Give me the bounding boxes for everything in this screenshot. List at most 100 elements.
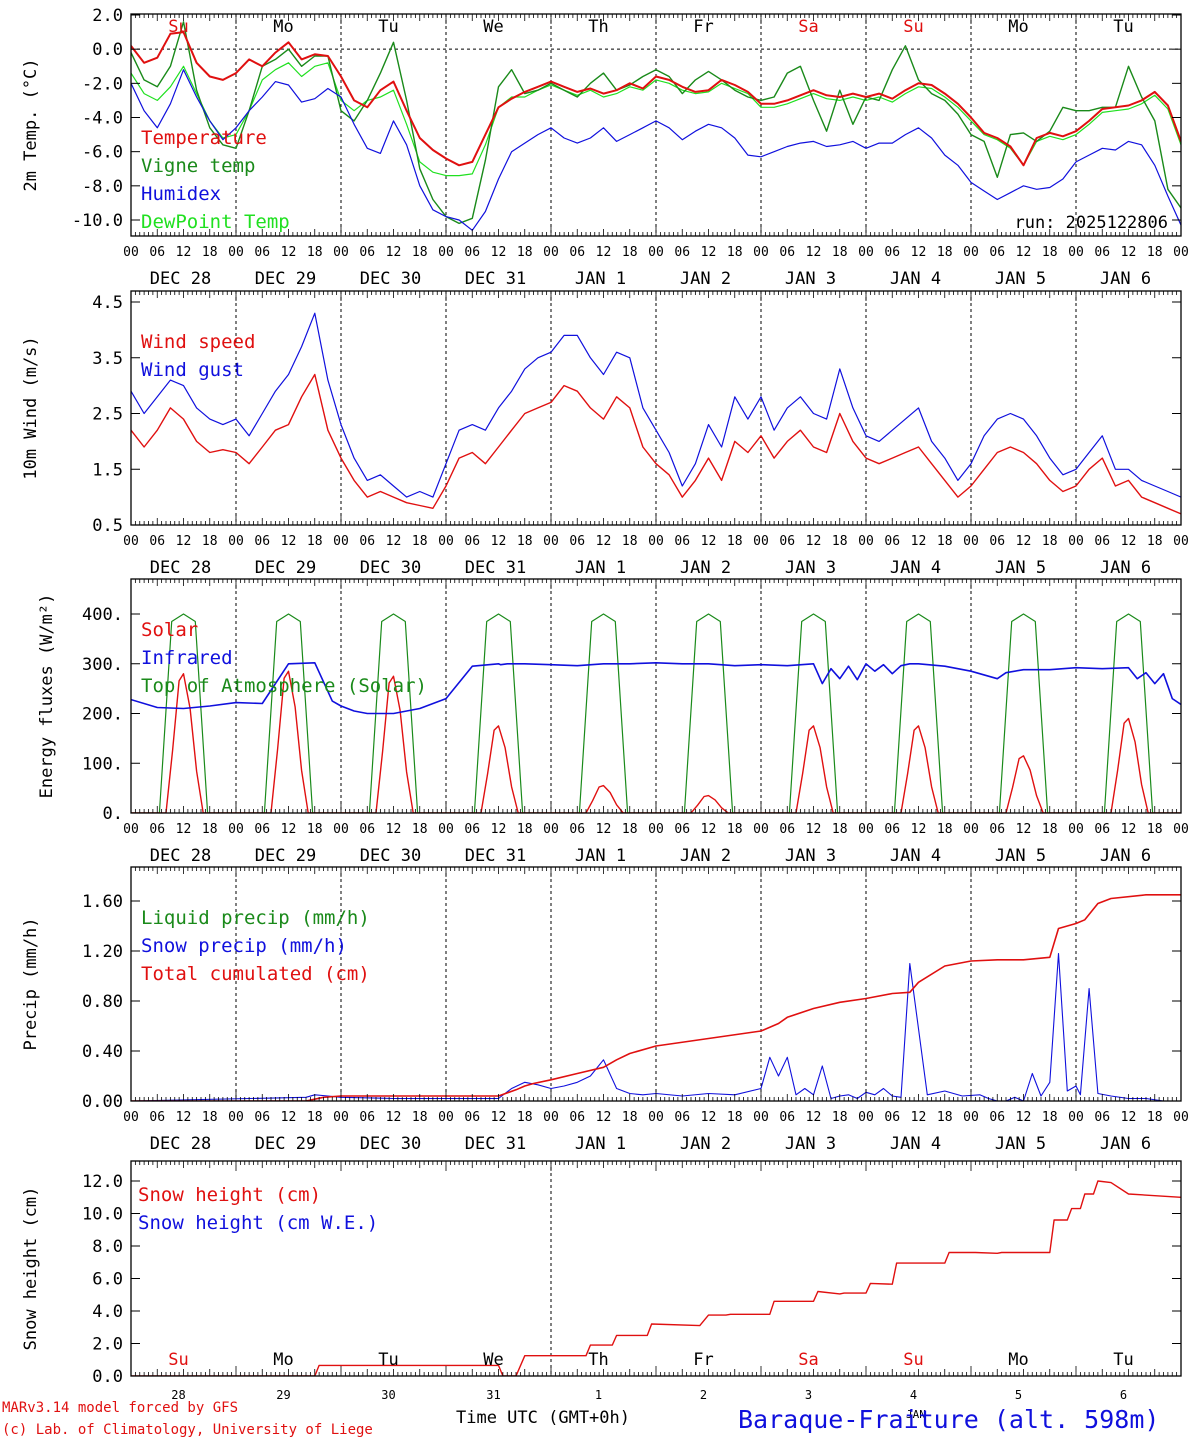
legend-entry: Top of Atmosphere (Solar): [141, 675, 427, 697]
x-day-label: DEC 31: [465, 269, 526, 289]
x-hour-label: 06: [254, 822, 270, 837]
x-hour-label: 12: [176, 1110, 192, 1125]
x-hour-label: 18: [622, 245, 638, 260]
x-hour-label: 00: [228, 245, 244, 260]
legend-entry: Wind speed: [141, 331, 255, 353]
x-hour-label: 12: [386, 822, 402, 837]
legend-entry: Wind gust: [141, 359, 244, 381]
x-hour-label: 18: [307, 245, 323, 260]
y-tick-label: 0.5: [92, 516, 123, 536]
x-hour-label: 00: [858, 822, 874, 837]
y-tick-label: 0.0: [92, 40, 123, 60]
x-hour-label: 00: [963, 245, 979, 260]
infrared-series: [131, 662, 1181, 715]
x-hour-label: 12: [911, 1110, 927, 1125]
y-tick-label: 0.80: [82, 992, 123, 1012]
x-day-label: DEC 28: [150, 846, 211, 866]
weekday-label: Tu: [1113, 1350, 1133, 1370]
x-hour-label: 12: [596, 245, 612, 260]
x-hour-label: 06: [149, 1110, 165, 1125]
x-hour-label: 18: [202, 1110, 218, 1125]
x-hour-label: 00: [228, 534, 244, 549]
y-axis-label: Precip (mm/h): [21, 917, 41, 1050]
axes-layer: [130, 13, 1182, 1377]
x-hour-label: 12: [176, 534, 192, 549]
y-tick-label: 1.5: [92, 460, 123, 480]
y-tick-label: 200.: [82, 705, 123, 725]
y-tick-label: -6.0: [82, 143, 123, 163]
x-hour-label: 12: [281, 245, 297, 260]
x-hour-label: 12: [596, 822, 612, 837]
x-hour-label: 12: [911, 245, 927, 260]
bottom-day-number: 5: [1015, 1388, 1022, 1402]
x-hour-label: 00: [858, 1110, 874, 1125]
x-hour-label: 12: [491, 822, 507, 837]
weekday-label: Mo: [273, 1350, 293, 1370]
x-day-label: DEC 29: [255, 1134, 316, 1154]
x-hour-label: 12: [176, 822, 192, 837]
precip-series-total-cumulated-cm-: [131, 894, 1181, 1101]
x-hour-label: 18: [517, 822, 533, 837]
x-hour-label: 18: [1147, 245, 1163, 260]
x-hour-label: 00: [543, 1110, 559, 1125]
x-hour-label: 18: [1147, 534, 1163, 549]
weekday-label: Mo: [1008, 17, 1028, 37]
weekday-label: We: [483, 17, 503, 37]
x-hour-label: 06: [149, 245, 165, 260]
x-hour-label: 06: [1094, 534, 1110, 549]
x-hour-label: 00: [438, 1110, 454, 1125]
x-day-label: DEC 31: [465, 846, 526, 866]
y-tick-label: 4.5: [92, 293, 123, 313]
x-day-label: DEC 30: [360, 1134, 421, 1154]
y-tick-label: 1.60: [82, 892, 123, 912]
x-hour-label: 18: [832, 245, 848, 260]
x-hour-label: 12: [1121, 822, 1137, 837]
x-day-label: JAN 5: [995, 1134, 1046, 1154]
x-hour-label: 00: [543, 534, 559, 549]
x-hour-label: 06: [1094, 1110, 1110, 1125]
x-hour-label: 06: [254, 534, 270, 549]
x-hour-label: 00: [333, 245, 349, 260]
weekday-label: Tu: [1113, 17, 1133, 37]
x-hour-label: 12: [596, 534, 612, 549]
x-hour-label: 00: [858, 534, 874, 549]
x-hour-label: 00: [1068, 245, 1084, 260]
x-hour-label: 06: [464, 822, 480, 837]
x-day-label: JAN 6: [1100, 1134, 1151, 1154]
x-hour-label: 06: [464, 534, 480, 549]
x-hour-label: 00: [1173, 245, 1189, 260]
legend-entry: Liquid precip (mm/h): [141, 907, 370, 929]
x-hour-label: 12: [386, 534, 402, 549]
y-tick-label: -10.0: [72, 211, 123, 231]
x-hour-label: 12: [911, 534, 927, 549]
x-hour-label: 12: [1016, 822, 1032, 837]
x-hour-label: 00: [648, 245, 664, 260]
y-tick-label: 0.00: [82, 1092, 123, 1112]
x-day-label: JAN 5: [995, 846, 1046, 866]
x-day-label: DEC 29: [255, 846, 316, 866]
x-hour-label: 06: [359, 534, 375, 549]
x-hour-label: 00: [123, 1110, 139, 1125]
x-hour-label: 06: [674, 1110, 690, 1125]
x-hour-label: 00: [1068, 534, 1084, 549]
x-day-label: JAN 3: [785, 1134, 836, 1154]
x-hour-label: 12: [386, 245, 402, 260]
text-layer: MARv3.14 model forced by GFS (c) Lab. of…: [2, 6, 1189, 1438]
x-hour-label: 06: [569, 1110, 585, 1125]
time-axis-label: Time UTC (GMT+0h): [456, 1408, 630, 1428]
x-hour-label: 12: [1016, 245, 1032, 260]
legend-entry: Humidex: [141, 183, 221, 205]
x-day-label: DEC 29: [255, 558, 316, 578]
bottom-day-number: 30: [381, 1388, 395, 1402]
x-hour-label: 06: [674, 822, 690, 837]
weekday-label: Tu: [378, 1350, 398, 1370]
x-hour-label: 18: [727, 534, 743, 549]
x-hour-label: 12: [806, 1110, 822, 1125]
x-day-label: JAN 1: [575, 846, 626, 866]
bottom-day-number: 1: [595, 1388, 602, 1402]
x-day-label: JAN 5: [995, 269, 1046, 289]
x-day-label: JAN 4: [890, 846, 941, 866]
x-hour-label: 18: [412, 822, 428, 837]
x-hour-label: 18: [622, 1110, 638, 1125]
x-hour-label: 12: [911, 822, 927, 837]
